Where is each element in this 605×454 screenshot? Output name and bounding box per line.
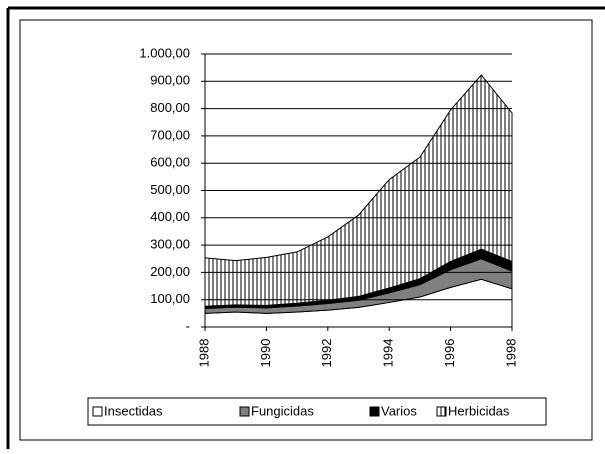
y-tick-label: 300,00 xyxy=(150,237,190,252)
legend-swatch xyxy=(92,406,103,417)
y-tick-label: - xyxy=(186,318,190,333)
legend-label: Herbicidas xyxy=(448,403,510,418)
x-tick-label: 1996 xyxy=(442,339,457,368)
legend-label: Varios xyxy=(381,403,417,418)
y-tick-label: 500,00 xyxy=(150,182,190,197)
x-tick-label: 1988 xyxy=(196,339,211,368)
y-tick-label: 900,00 xyxy=(150,73,190,88)
legend-swatch xyxy=(436,406,447,417)
y-tick-label: 600,00 xyxy=(150,155,190,170)
y-tick-label: 700,00 xyxy=(150,127,190,142)
x-tick-label: 1990 xyxy=(258,339,273,368)
area xyxy=(204,74,513,307)
chart-area xyxy=(19,19,593,441)
x-tick-label: 1994 xyxy=(381,339,396,368)
legend-swatch xyxy=(239,406,250,417)
x-tick-label: 1992 xyxy=(319,339,334,368)
y-tick-label: 100,00 xyxy=(150,291,190,306)
y-tick-label: 800,00 xyxy=(150,100,190,115)
legend xyxy=(87,397,547,426)
legend-swatch xyxy=(369,406,380,417)
legend-label: Fungicidas xyxy=(251,403,314,418)
x-tick-label: 1998 xyxy=(503,339,518,368)
y-tick-label: 200,00 xyxy=(150,264,190,279)
y-tick-label: 1.000,00 xyxy=(139,45,190,60)
y-tick-label: 400,00 xyxy=(150,209,190,224)
legend-label: Insectidas xyxy=(104,403,163,418)
